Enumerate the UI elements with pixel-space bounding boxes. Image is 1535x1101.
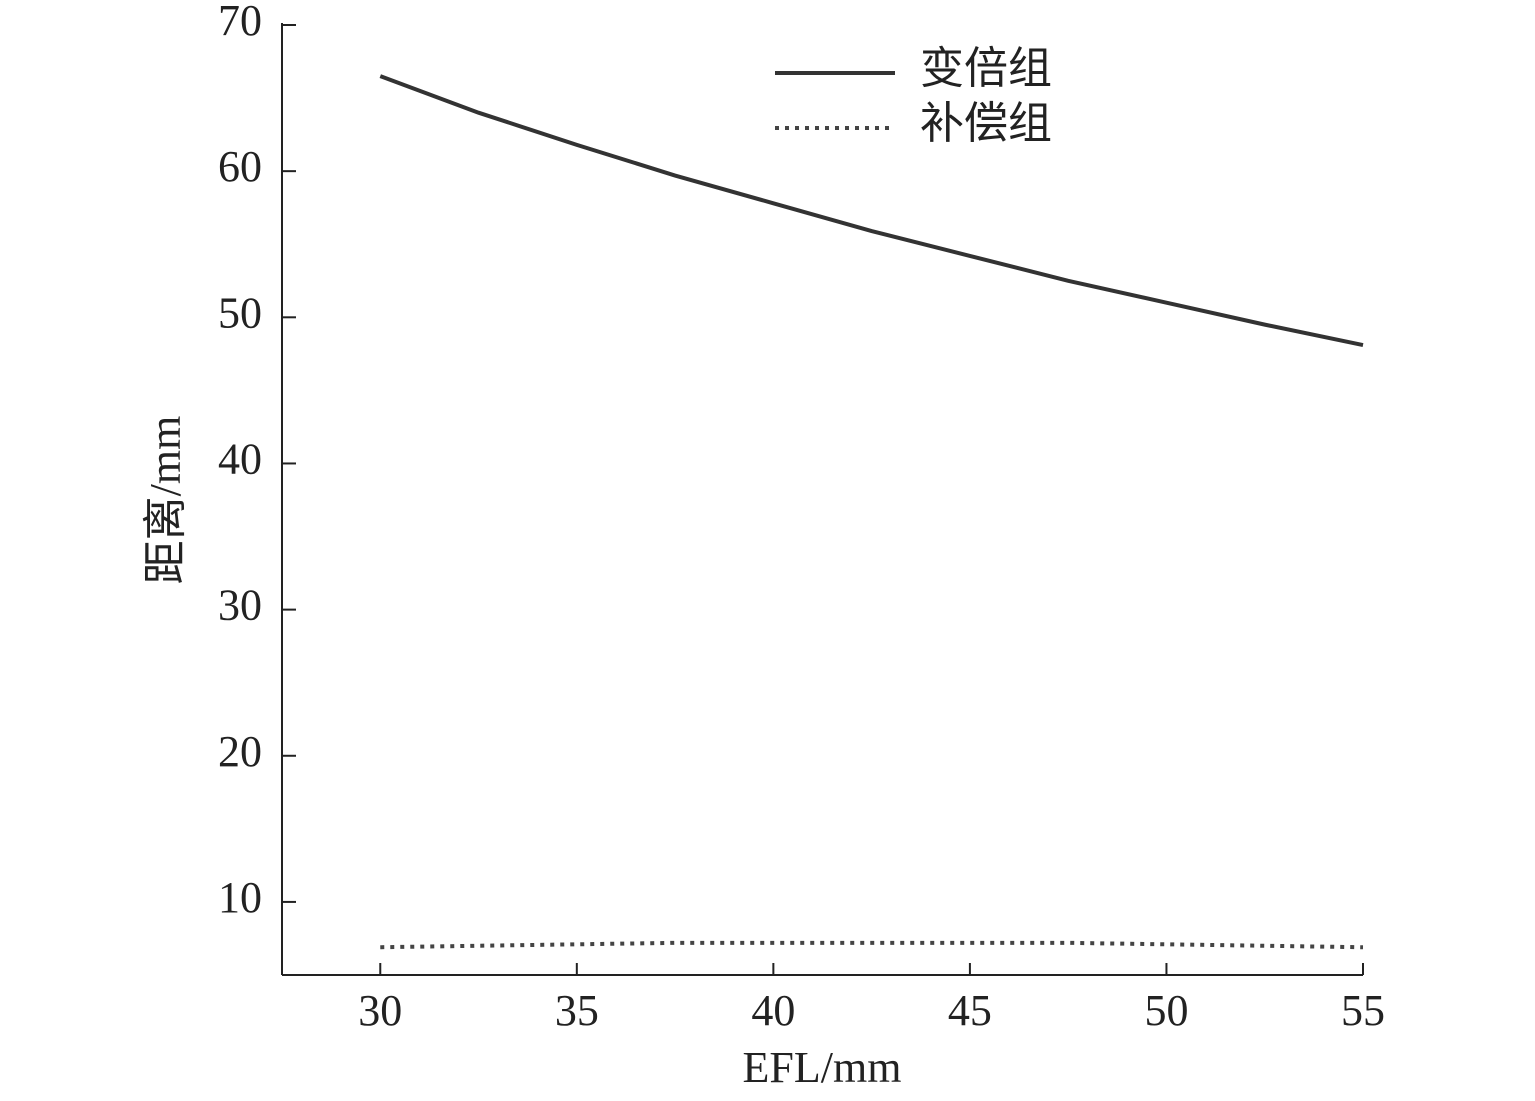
y-tick-label: 70: [218, 0, 262, 45]
x-axis-label: EFL/mm: [743, 1043, 902, 1092]
legend-label: 变倍组: [920, 44, 1052, 93]
y-tick-label: 50: [218, 288, 262, 337]
line-series: [380, 940, 1364, 950]
x-tick-label: 40: [751, 986, 795, 1035]
x-tick-label: 45: [948, 986, 992, 1035]
legend-label: 补偿组: [920, 99, 1052, 148]
y-tick-label: 30: [218, 581, 262, 630]
y-axis-label: 距离/mm: [141, 416, 190, 585]
x-tick-label: 30: [358, 986, 402, 1035]
y-tick-label: 60: [218, 142, 262, 191]
x-tick-label: 55: [1341, 986, 1385, 1035]
y-tick-label: 20: [218, 727, 262, 776]
line-series: [379, 74, 1364, 348]
x-tick-label: 35: [555, 986, 599, 1035]
y-tick-label: 40: [218, 435, 262, 484]
y-tick-label: 10: [218, 873, 262, 922]
x-tick-label: 50: [1144, 986, 1188, 1035]
